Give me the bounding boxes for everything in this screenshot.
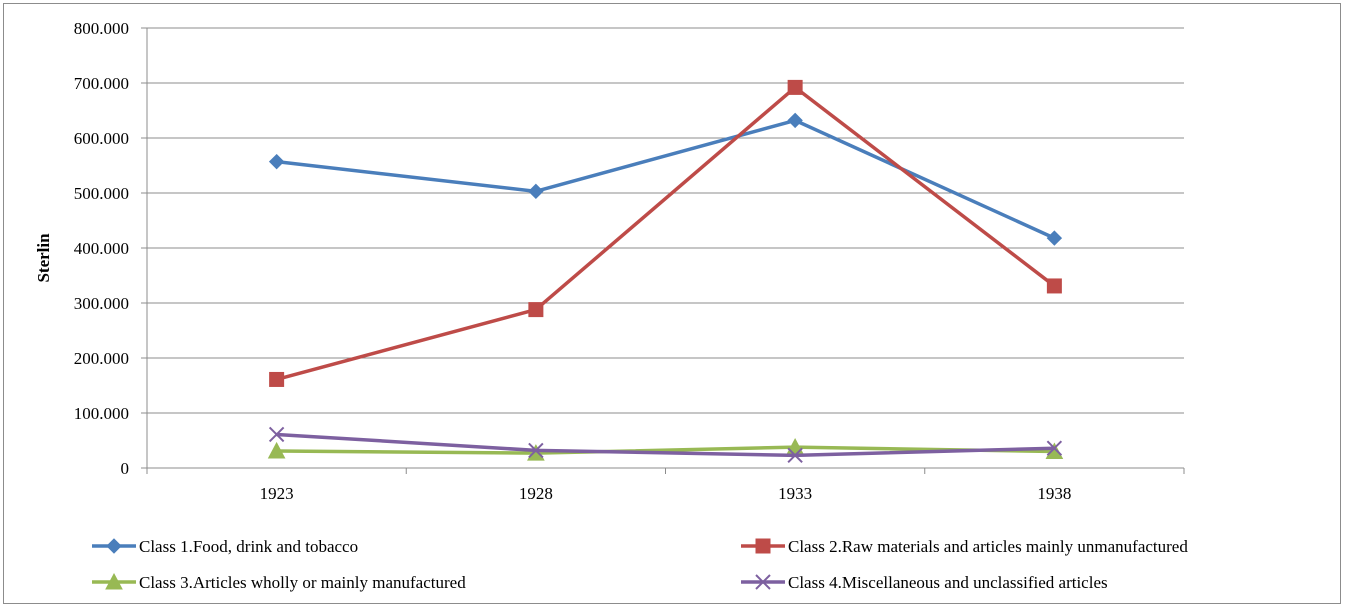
series-1 [268, 112, 1063, 246]
y-tick-label: 400.000 [74, 239, 129, 258]
data-point [787, 447, 803, 464]
legend-label: Class 3.Articles wholly or mainly manufa… [139, 573, 466, 592]
axes [146, 28, 1185, 474]
x-tick-label: 1938 [1037, 484, 1071, 503]
legend-item: Class 3.Articles wholly or mainly manufa… [92, 572, 466, 592]
data-point [528, 442, 544, 459]
y-tick-label: 700.000 [74, 74, 129, 93]
data-point [787, 112, 803, 129]
legend-item: Class 2.Raw materials and articles mainl… [741, 537, 1188, 556]
y-tick-label: 100.000 [74, 404, 129, 423]
y-tick-label: 800.000 [74, 19, 129, 38]
y-axis-label: Sterlin [34, 233, 53, 283]
series-line [276, 445, 1055, 455]
legend-marker [105, 572, 123, 590]
legend-label: Class 4.Miscellaneous and unclassified a… [788, 573, 1108, 592]
y-tick-label: 500.000 [74, 184, 129, 203]
series-group [267, 79, 1064, 464]
data-point [267, 441, 286, 459]
x-tick-label: 1933 [778, 484, 812, 503]
legend: Class 1.Food, drink and tobacco Class 2.R… [92, 537, 1188, 592]
series-4 [268, 426, 1063, 464]
y-tick-labels: 0 100.000 200.000 300.000 400.000 500.000 600.… [74, 19, 129, 478]
data-point [269, 371, 285, 387]
data-point [1046, 440, 1063, 456]
y-tick-label: 300.000 [74, 294, 129, 313]
data-point [268, 426, 285, 443]
data-point [787, 79, 803, 95]
legend-marker [755, 538, 771, 554]
gridlines [141, 27, 1184, 469]
series-line [276, 85, 1056, 382]
legend-marker [755, 574, 771, 590]
y-tick-label: 0 [121, 459, 130, 478]
y-tick-label: 600.000 [74, 129, 129, 148]
data-point [268, 153, 285, 170]
legend-marker [106, 538, 122, 554]
legend-item: Class 4.Miscellaneous and unclassified a… [741, 573, 1108, 592]
y-tick-label: 200.000 [74, 349, 129, 368]
series-2 [269, 79, 1062, 387]
data-point [528, 302, 544, 318]
data-point [528, 183, 544, 200]
series-3 [267, 438, 1064, 461]
x-tick-label: 1923 [260, 484, 294, 503]
x-tick-label: 1928 [519, 484, 553, 503]
series-line [276, 432, 1055, 458]
series-line [276, 118, 1056, 240]
data-point [1046, 230, 1063, 246]
legend-label: Class 1.Food, drink and tobacco [139, 537, 358, 556]
data-point [527, 444, 545, 461]
x-tick-labels: 1923 1928 1933 1938 [260, 484, 1072, 503]
legend-item: Class 1.Food, drink and tobacco [92, 537, 358, 556]
legend-label: Class 2.Raw materials and articles mainl… [788, 537, 1188, 556]
data-point [1046, 278, 1062, 294]
